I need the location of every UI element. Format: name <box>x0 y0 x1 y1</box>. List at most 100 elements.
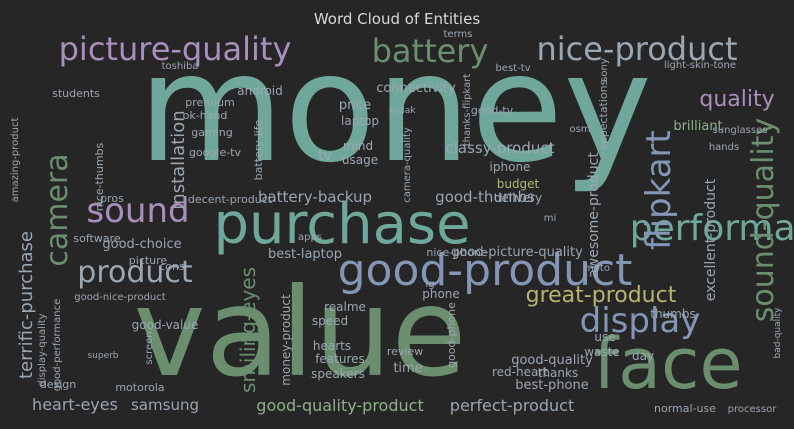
word-installation: installation <box>168 110 189 209</box>
word-bad-quality: bad-quality <box>773 307 783 359</box>
word-speakers: speakers <box>311 367 365 381</box>
word-processor: processor <box>728 404 778 415</box>
word-thanks: thanks <box>538 366 578 380</box>
word-smiling-eyes: smiling-eyes <box>236 267 260 393</box>
word-budget: budget <box>497 177 540 191</box>
word-good-thumbs: good-thumbs <box>435 188 535 206</box>
word-performance: performance <box>630 208 794 249</box>
word-waste: waste <box>584 345 620 359</box>
word-thanks-flipkart: thanks-flipkart <box>462 74 473 147</box>
word-sound: sound <box>86 191 189 231</box>
word-purchase: purchase <box>213 192 470 257</box>
word-price: price <box>339 98 371 113</box>
word-lg: lg <box>425 279 434 290</box>
word-good-product: good-product <box>338 245 633 296</box>
word-realme: realme <box>324 300 366 314</box>
word-good-nice-product: good-nice-product <box>74 292 165 303</box>
word-excellent-product: excellent-product <box>703 178 719 301</box>
word-osm: osm <box>569 124 590 135</box>
word-thumbs: thumbs <box>650 307 695 321</box>
word-sound-quality: sound-quality <box>746 118 781 323</box>
word-best-tv: best-tv <box>495 63 530 74</box>
word-flipkart: flipkart <box>639 130 679 250</box>
word-good-tv: good-tv <box>471 104 514 117</box>
word-battery: battery <box>372 32 489 70</box>
word-ok-hand: ok-hand <box>183 109 228 122</box>
word-time: time <box>393 361 422 376</box>
word-good-value: good-value <box>132 318 199 332</box>
word-students: students <box>52 87 100 100</box>
word-good-picture-quality: good-picture-quality <box>451 245 583 260</box>
word-good-quality-product: good-quality-product <box>256 396 423 415</box>
word-best-laptop: best-laptop <box>268 247 342 262</box>
word-money-product: money-product <box>279 294 293 386</box>
word-camera-quality: camera-quality <box>402 127 413 203</box>
word-moto: moto <box>584 263 610 274</box>
word-google-tv: google-tv <box>189 146 242 159</box>
word-hands: hands <box>709 142 739 153</box>
word-picture: picture <box>129 254 168 267</box>
word-good-choice: good-choice <box>102 237 181 252</box>
word-display-quality: display-quality <box>37 313 48 386</box>
word-classy-product: classy-product <box>446 139 555 157</box>
word-delivery: delivery <box>494 191 542 205</box>
word-good-phone: good-phone <box>445 302 458 368</box>
word-heart-eyes: heart-eyes <box>32 395 118 414</box>
word-good-performance: good-performance <box>52 299 63 392</box>
word-great-product: great-product <box>526 283 677 308</box>
word-quality: quality <box>699 87 774 112</box>
word-hearts: hearts <box>313 339 351 353</box>
word-features: features <box>315 352 365 366</box>
word-nice-thumbs: nice-thumbs <box>93 142 106 211</box>
word-best-phone: best-phone <box>515 378 589 393</box>
word-screen: screen <box>144 331 155 364</box>
word-good-quality: good-quality <box>511 353 593 368</box>
word-cons: cons <box>159 260 185 273</box>
word-camera: camera <box>40 153 75 266</box>
word-day: day <box>632 349 654 363</box>
word-samsung: samsung <box>131 396 199 414</box>
word-sunglasses: sunglasses <box>713 125 768 136</box>
word-connectivity: connectivity <box>376 81 456 96</box>
word-money: money <box>138 22 652 196</box>
word-apps: apps <box>298 232 322 243</box>
word-android: android <box>237 84 283 98</box>
word-battery-life: battery-life <box>252 119 265 180</box>
word-software: software <box>73 232 120 245</box>
word-toshiba: toshiba <box>162 61 199 72</box>
chart-title: Word Cloud of Entities <box>314 10 480 28</box>
word-face: face <box>593 323 742 405</box>
word-gaming: gaming <box>191 126 232 139</box>
word-perfect-product: perfect-product <box>450 396 574 415</box>
word-light-skin-tone: light-skin-tone <box>664 60 736 71</box>
word-amazing-product: amazing-product <box>10 118 21 203</box>
word-kodak: kodak <box>389 106 417 116</box>
word-phone: phone <box>422 287 460 301</box>
word-value: value <box>133 262 466 404</box>
word-tv: tv <box>318 148 332 164</box>
word-red-heart: red-heart <box>492 365 548 379</box>
word-terrific-purchase: terrific-purchase <box>16 231 37 379</box>
word-use: use <box>594 330 615 344</box>
word-premium: premium <box>185 96 235 109</box>
word-usage: usage <box>342 153 378 167</box>
word-brilliant: brilliant <box>673 119 722 134</box>
word-awesome-product: awesome-product <box>586 152 602 278</box>
word-pros: pros <box>100 192 124 205</box>
word-motorola: motorola <box>115 381 164 394</box>
word-battery-backup: battery-backup <box>258 188 372 206</box>
word-mind: mind <box>343 139 373 153</box>
word-expectations: expectations <box>597 79 610 150</box>
word-nice-phone: nice-phone <box>426 246 487 259</box>
word-iphone: iphone <box>490 160 531 174</box>
word-decent-product: decent-product <box>188 193 273 206</box>
word-speed: speed <box>312 314 348 328</box>
word-sony: sony <box>599 58 610 82</box>
word-review: review <box>387 345 423 358</box>
word-laptop: laptop <box>341 114 379 128</box>
word-design: design <box>40 378 77 391</box>
word-normal-use: normal-use <box>654 402 716 415</box>
